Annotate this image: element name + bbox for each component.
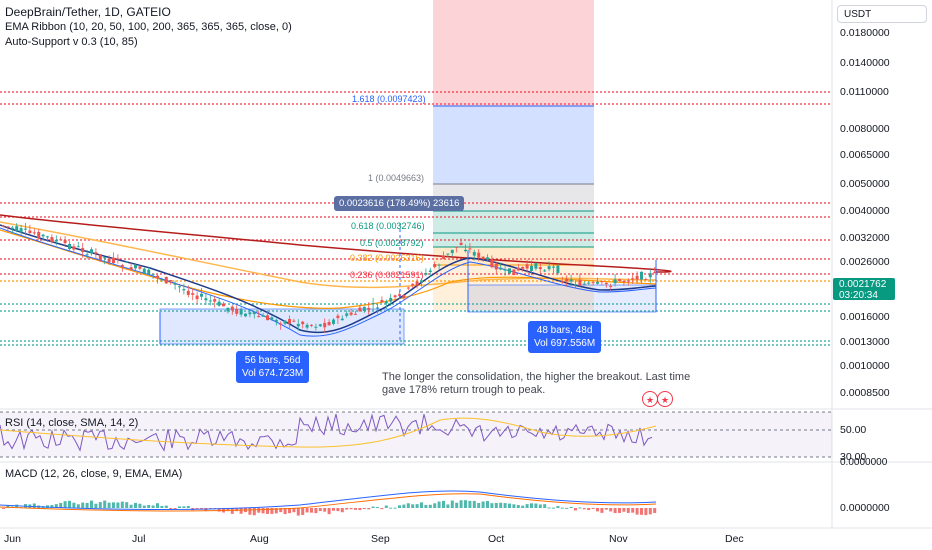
price-axis-label: 0.0050000 (840, 178, 890, 190)
price-axis-label: 0.0016000 (840, 311, 890, 323)
fib-label-0382: 0.382 (0.0025316) (350, 253, 424, 263)
measure-tooltip: 0.0023616 (178.49%) 23616 (334, 196, 465, 211)
price-axis-label: 0.0140000 (840, 57, 890, 69)
price-axis-label: 0.0026000 (840, 256, 890, 268)
consolidation-box-1[interactable] (159, 308, 405, 345)
macd-legend[interactable]: MACD (12, 26, close, 9, EMA, EMA) (5, 468, 183, 480)
fib-zone-0382 (433, 247, 594, 265)
rsi-axis-30: 30.00 (840, 451, 867, 463)
price-axis-label: 0.0080000 (840, 123, 890, 135)
x-label-oct: Oct (488, 533, 505, 545)
price-axis-label: 0.0040000 (840, 205, 890, 217)
bar-count-box-1: 56 bars, 56d Vol 674.723M (236, 351, 310, 383)
price-axis-label: 0.0008500 (840, 387, 890, 399)
ema-ribbon-label[interactable]: EMA Ribbon (10, 20, 50, 100, 200, 365, 3… (5, 21, 292, 33)
x-label-jun: Jun (4, 533, 21, 545)
macd-axis-zero: 0.0000000 (840, 502, 890, 514)
bar-countdown: 03:20:34 (839, 290, 878, 301)
rsi-axis-50: 50.00 (840, 424, 867, 436)
x-label-sep: Sep (371, 533, 390, 545)
us-flag-icon[interactable]: ★ (642, 391, 658, 407)
macd-axis-top: 0.0000000 (840, 457, 888, 468)
current-price-badge: 0.0021762 03:20:34 (833, 278, 895, 301)
candlestick-series (2, 222, 657, 333)
volume-text: Vol 697.556M (534, 338, 596, 349)
us-flag-icon[interactable]: ★ (657, 391, 673, 407)
rsi-line (0, 413, 653, 452)
bar-count-box-2: 48 bars, 48d Vol 697.556M (528, 321, 602, 353)
symbol-title[interactable]: DeepBrain/Tether, 1D, GATEIO (5, 5, 171, 19)
volume-text: Vol 674.723M (242, 368, 304, 379)
fib-label-1: 1 (0.0049663) (368, 173, 425, 183)
price-axis-label: 0.0065000 (840, 149, 890, 161)
rsi-legend[interactable]: RSI (14, close, SMA, 14, 2) (5, 417, 139, 429)
fib-zone-1618 (433, 106, 594, 184)
auto-support-label[interactable]: Auto-Support v 0.3 (10, 85) (5, 36, 138, 48)
annotation-note[interactable]: The longer the consolidation, the higher… (382, 371, 691, 396)
fib-zone-top (433, 0, 594, 106)
x-label-nov: Nov (609, 533, 628, 545)
fib-label-1618: 1.618 (0.0097423) (352, 94, 426, 104)
currency-button[interactable]: USDT (837, 5, 927, 23)
x-label-dec: Dec (725, 533, 744, 545)
indicator-legend: DeepBrain/Tether, 1D, GATEIO EMA Ribbon … (5, 5, 292, 50)
fib-label-0618: 0.618 (0.0032746) (351, 221, 425, 231)
bar-count-text: 56 bars, 56d (244, 355, 301, 366)
price-axis-label: 0.0013000 (840, 336, 890, 348)
fib-label-05: 0.5 (0.0028792) (360, 238, 424, 248)
x-label-jul: Jul (132, 533, 146, 545)
price-axis-label: 0.0032000 (840, 232, 890, 244)
price-axis-label: 0.0180000 (840, 27, 890, 39)
price-axis-label: 0.0010000 (840, 360, 890, 372)
current-price-value: 0.0021762 (839, 279, 887, 290)
fib-label-0236: 0.236 (0.0021591) (350, 270, 424, 280)
price-axis-label: 0.0110000 (840, 86, 889, 98)
currency-label: USDT (844, 9, 872, 20)
bar-count-text: 48 bars, 48d (536, 325, 593, 336)
x-label-aug: Aug (250, 533, 269, 545)
